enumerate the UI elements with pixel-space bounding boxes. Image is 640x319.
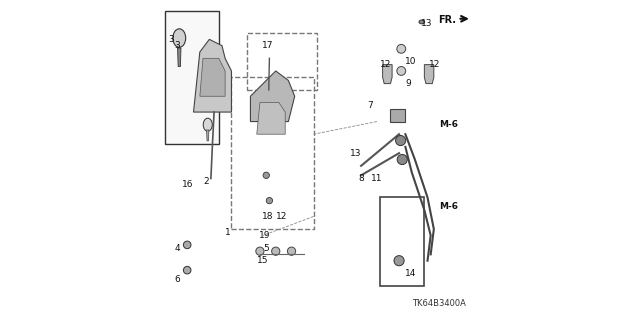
Text: 18: 18: [262, 212, 273, 221]
Bar: [390, 109, 405, 122]
Text: 16: 16: [182, 180, 193, 189]
Ellipse shape: [419, 20, 425, 24]
Text: 11: 11: [371, 174, 382, 183]
Bar: [232, 77, 314, 229]
Polygon shape: [250, 71, 294, 122]
Text: 1: 1: [225, 228, 231, 237]
Text: 17: 17: [262, 41, 274, 50]
Text: 9: 9: [405, 79, 411, 88]
Text: 6: 6: [175, 275, 180, 284]
Polygon shape: [193, 39, 232, 112]
Text: 7: 7: [367, 101, 373, 110]
Text: 19: 19: [259, 231, 270, 240]
Ellipse shape: [204, 118, 212, 131]
Text: 3: 3: [168, 35, 174, 44]
Ellipse shape: [173, 29, 186, 47]
Bar: [165, 11, 219, 144]
Text: 12: 12: [276, 212, 287, 221]
Circle shape: [397, 154, 407, 165]
Polygon shape: [207, 130, 209, 141]
Text: M-6: M-6: [439, 120, 458, 129]
Circle shape: [266, 197, 273, 204]
Text: 8: 8: [358, 174, 364, 183]
Polygon shape: [200, 58, 225, 96]
Circle shape: [184, 241, 191, 249]
Text: 4: 4: [175, 243, 180, 253]
Circle shape: [287, 247, 296, 255]
Text: 3: 3: [175, 41, 180, 50]
Text: 5: 5: [263, 243, 269, 253]
Circle shape: [394, 256, 404, 266]
Text: 10: 10: [405, 57, 417, 66]
Polygon shape: [383, 65, 392, 84]
Circle shape: [396, 136, 406, 145]
Text: 12: 12: [380, 60, 392, 69]
Text: 14: 14: [405, 269, 417, 278]
Bar: [247, 33, 317, 90]
Circle shape: [184, 266, 191, 274]
Text: 13: 13: [421, 19, 433, 28]
Polygon shape: [177, 48, 181, 67]
Text: M-6: M-6: [439, 203, 458, 211]
Text: TK64B3400A: TK64B3400A: [412, 299, 465, 308]
Text: 2: 2: [203, 177, 209, 186]
Text: 12: 12: [429, 60, 440, 69]
Text: 15: 15: [257, 256, 268, 265]
Bar: [380, 197, 424, 286]
Circle shape: [397, 44, 406, 53]
Polygon shape: [257, 103, 285, 134]
Text: FR.: FR.: [438, 15, 456, 26]
Text: 13: 13: [350, 149, 362, 158]
Circle shape: [263, 172, 269, 178]
Circle shape: [397, 67, 406, 75]
Polygon shape: [424, 65, 434, 84]
Circle shape: [271, 247, 280, 255]
Circle shape: [256, 247, 264, 255]
